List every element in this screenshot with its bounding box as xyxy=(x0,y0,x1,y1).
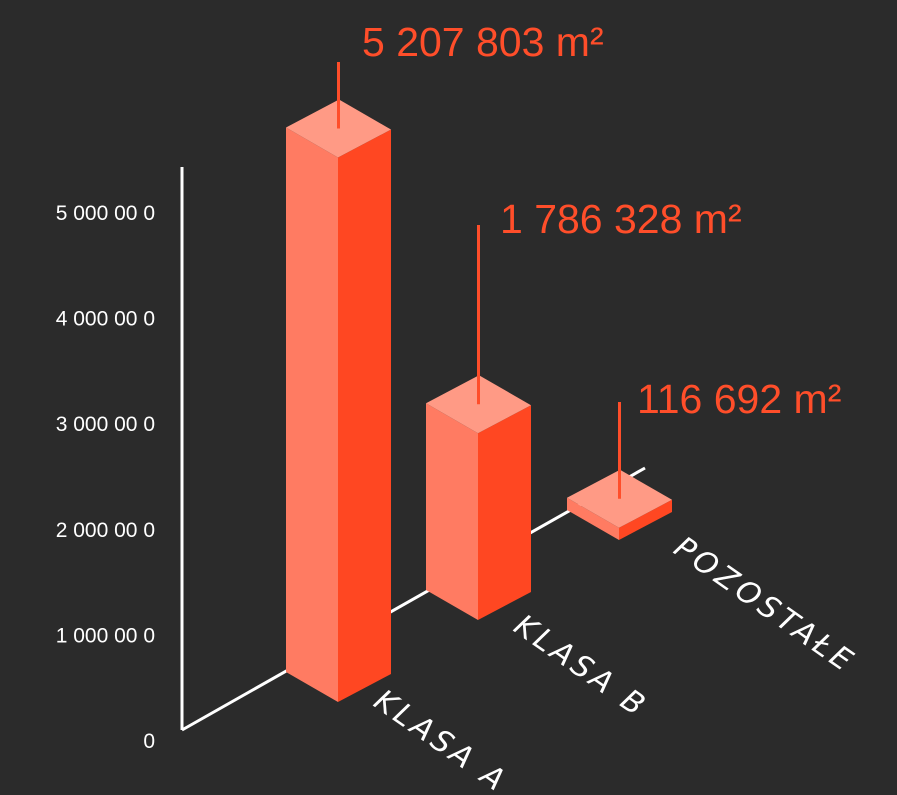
bar-front-face xyxy=(567,497,619,540)
bar-front-face xyxy=(426,403,478,620)
category-label: KLASA A xyxy=(367,683,514,795)
value-label: 5 207 803 m² xyxy=(362,19,604,65)
bar-side-face xyxy=(478,405,531,620)
y-tick-label: 1 000 00 0 xyxy=(56,624,155,647)
bar-3: 116 692 m² xyxy=(567,376,841,540)
bar-side-face xyxy=(619,499,672,540)
y-tick-label: 0 xyxy=(143,730,155,753)
axes xyxy=(180,167,646,732)
bars: 5 207 803 m² 1 786 328 m² 116 692 m² xyxy=(286,19,841,703)
x-axis-line xyxy=(181,466,646,732)
bar-front-face xyxy=(286,127,338,703)
category-label: POZOSTAŁE xyxy=(667,530,861,681)
y-axis-ticks: 0 1 000 00 0 2 000 00 0 3 000 00 0 4 000 00 … xyxy=(56,202,155,753)
bar-side-face xyxy=(338,129,391,703)
bar-2: 1 786 328 m² xyxy=(426,196,742,620)
y-tick-label: 5 000 00 0 xyxy=(56,202,155,225)
bar-1: 5 207 803 m² xyxy=(286,19,604,703)
y-tick-label: 3 000 00 0 xyxy=(56,413,155,436)
y-tick-label: 4 000 00 0 xyxy=(56,308,155,331)
category-label: KLASA B xyxy=(507,608,654,725)
value-label: 1 786 328 m² xyxy=(500,196,742,242)
y-tick-label: 2 000 00 0 xyxy=(56,519,155,542)
value-label: 116 692 m² xyxy=(637,376,841,422)
